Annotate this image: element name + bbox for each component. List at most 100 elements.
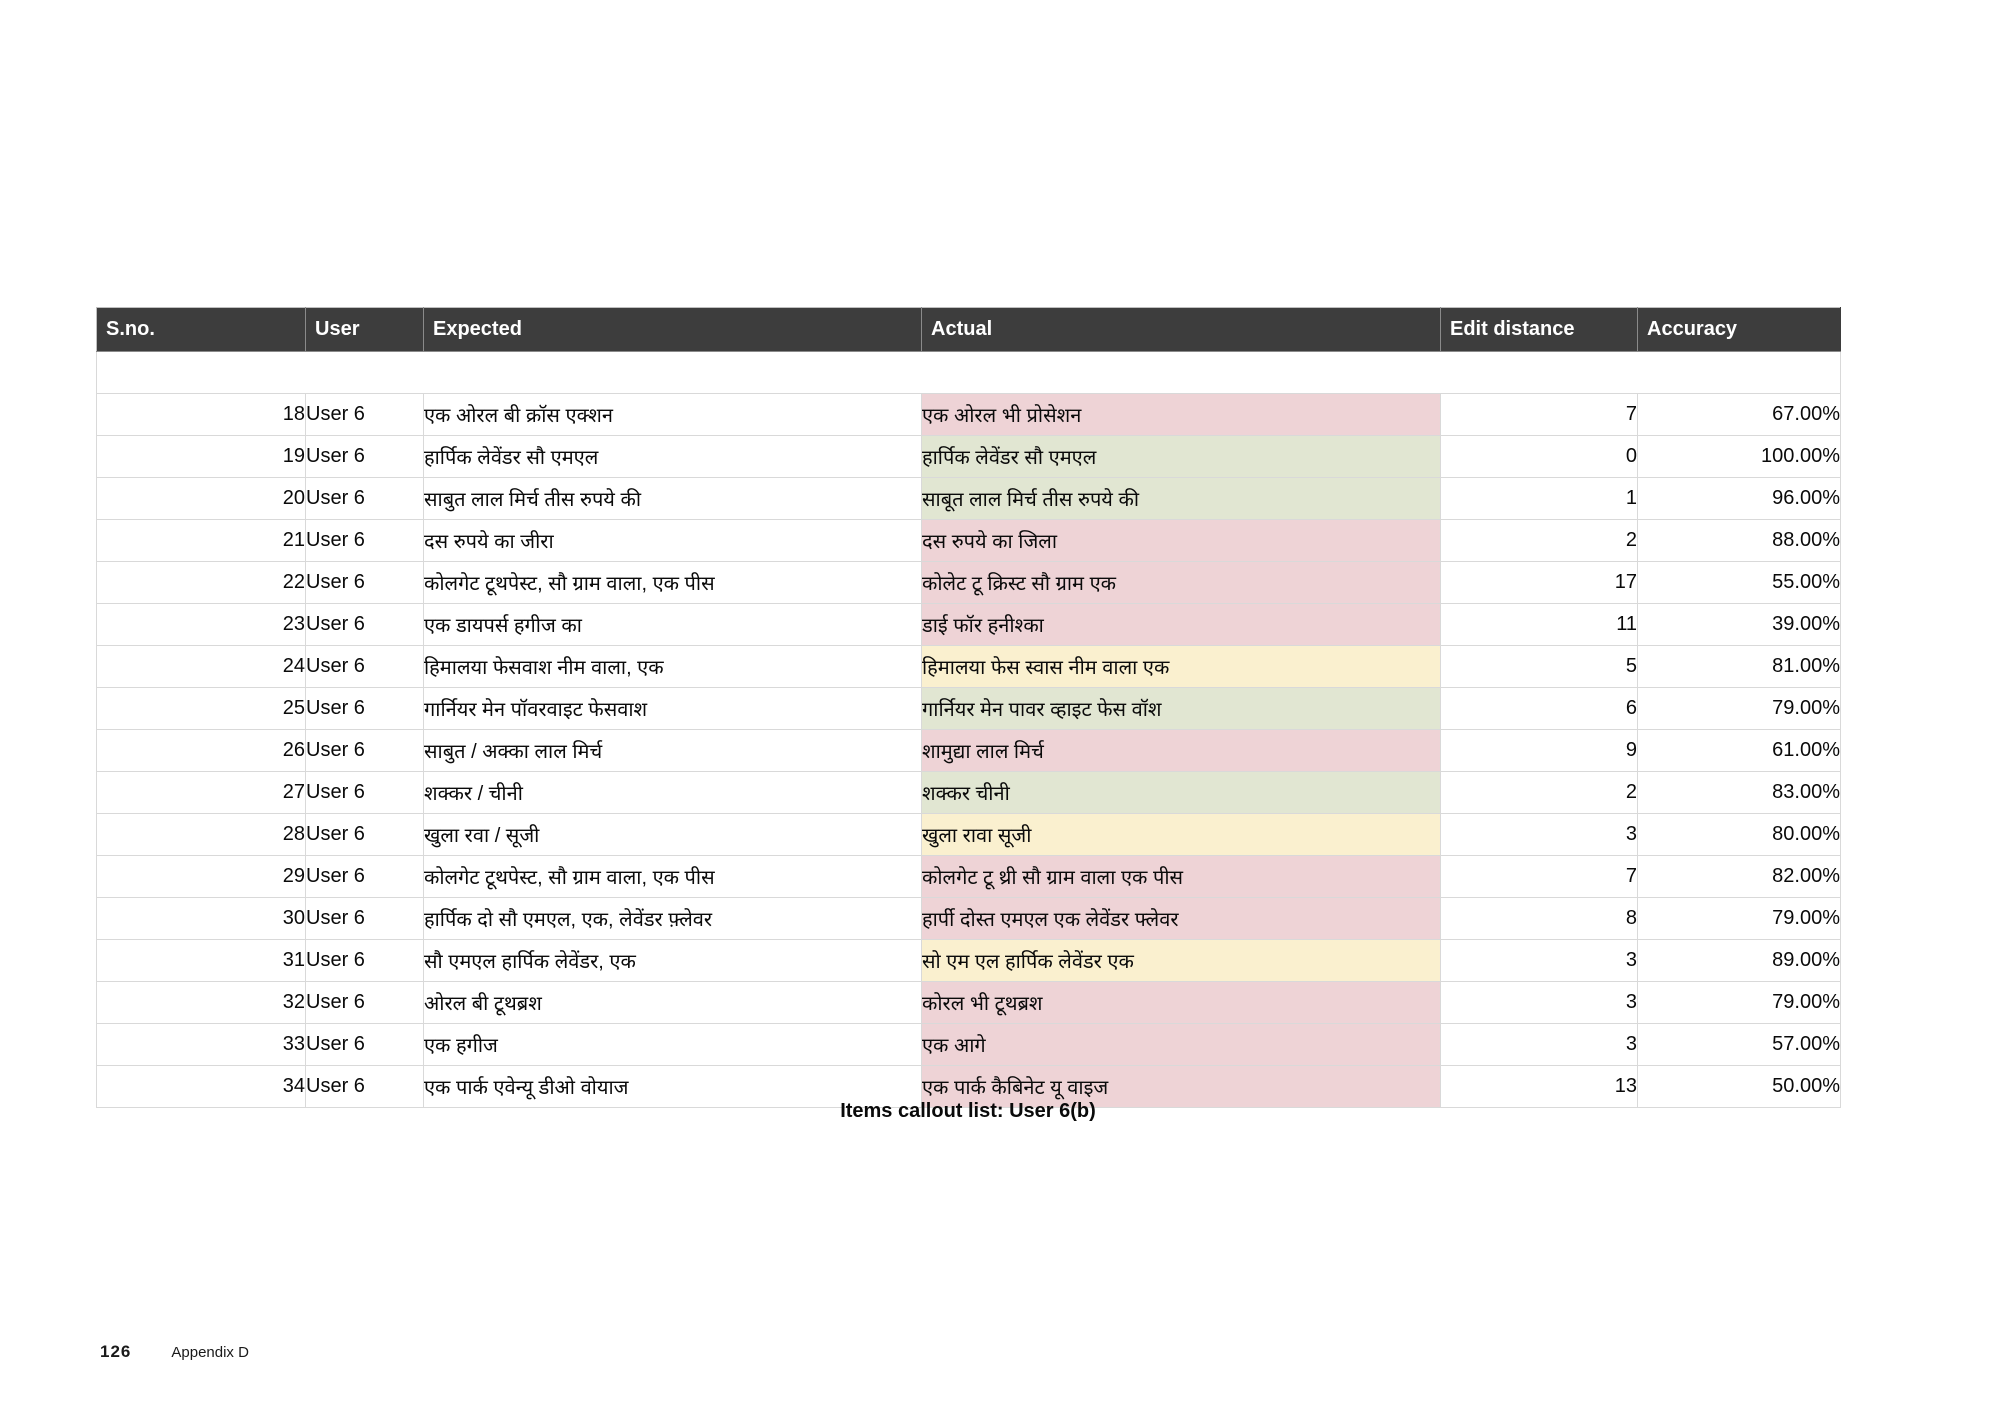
cell-actual: गार्नियर मेन पावर व्हाइट फेस वॉश: [921, 687, 1441, 730]
cell-expected: एक ओरल बी क्रॉस एक्शन: [423, 393, 922, 436]
cell-sno: 34: [96, 1065, 306, 1108]
cell-user: User 6: [305, 519, 424, 562]
cell-actual: शामुद्या लाल मिर्च: [921, 729, 1441, 772]
table-row: 23 User 6 एक डायपर्स हगीज का डाई फॉर हनी…: [96, 603, 1841, 646]
table-row: 19 User 6 हार्पिक लेवेंडर सौ एमएल हार्पि…: [96, 435, 1841, 478]
column-header-actual: Actual: [921, 307, 1441, 352]
frozen-row-divider-band: [96, 351, 1841, 394]
cell-accuracy: 88.00%: [1637, 519, 1841, 562]
cell-actual: शक्कर चीनी: [921, 771, 1441, 814]
column-header-sno: S.no.: [96, 307, 306, 352]
cell-expected: हार्पिक दो सौ एमएल, एक, लेवेंडर फ़्लेवर: [423, 897, 922, 940]
cell-user: User 6: [305, 687, 424, 730]
cell-user: User 6: [305, 1023, 424, 1066]
cell-sno: 25: [96, 687, 306, 730]
table-row: 34 User 6 एक पार्क एवेन्यू डीओ वोयाज एक …: [96, 1065, 1841, 1108]
cell-user: User 6: [305, 435, 424, 478]
table-row: 20 User 6 साबुत लाल मिर्च तीस रुपये की स…: [96, 477, 1841, 520]
cell-actual: हार्पिक लेवेंडर सौ एमएल: [921, 435, 1441, 478]
cell-sno: 28: [96, 813, 306, 856]
cell-expected: कोलगेट टूथपेस्ट, सौ ग्राम वाला, एक पीस: [423, 855, 922, 898]
cell-edit-distance: 7: [1440, 393, 1638, 436]
table-row: 22 User 6 कोलगेट टूथपेस्ट, सौ ग्राम वाला…: [96, 561, 1841, 604]
cell-edit-distance: 3: [1440, 1023, 1638, 1066]
table-row: 29 User 6 कोलगेट टूथपेस्ट, सौ ग्राम वाला…: [96, 855, 1841, 898]
table-row: 18 User 6 एक ओरल बी क्रॉस एक्शन एक ओरल भ…: [96, 393, 1841, 436]
column-header-edit-distance: Edit distance: [1440, 307, 1638, 352]
cell-accuracy: 39.00%: [1637, 603, 1841, 646]
cell-user: User 6: [305, 897, 424, 940]
cell-actual: कोलगेट टू थ्री सौ ग्राम वाला एक पीस: [921, 855, 1441, 898]
cell-expected: हार्पिक लेवेंडर सौ एमएल: [423, 435, 922, 478]
cell-user: User 6: [305, 393, 424, 436]
table-row: 32 User 6 ओरल बी टूथब्रश कोरल भी टूथब्रश…: [96, 981, 1841, 1024]
cell-edit-distance: 3: [1440, 939, 1638, 982]
cell-sno: 27: [96, 771, 306, 814]
cell-accuracy: 96.00%: [1637, 477, 1841, 520]
appendix-label: Appendix D: [171, 1344, 249, 1361]
table-body: 18 User 6 एक ओरल बी क्रॉस एक्शन एक ओरल भ…: [96, 393, 1841, 1108]
cell-user: User 6: [305, 561, 424, 604]
cell-accuracy: 82.00%: [1637, 855, 1841, 898]
cell-sno: 33: [96, 1023, 306, 1066]
cell-accuracy: 50.00%: [1637, 1065, 1841, 1108]
table-row: 26 User 6 साबुत / अक्का लाल मिर्च शामुद्…: [96, 729, 1841, 772]
cell-sno: 32: [96, 981, 306, 1024]
cell-sno: 29: [96, 855, 306, 898]
cell-sno: 23: [96, 603, 306, 646]
page-number: 126: [100, 1342, 132, 1361]
cell-sno: 20: [96, 477, 306, 520]
cell-edit-distance: 3: [1440, 813, 1638, 856]
cell-accuracy: 80.00%: [1637, 813, 1841, 856]
cell-actual: हिमालया फेस स्वास नीम वाला एक: [921, 645, 1441, 688]
cell-accuracy: 57.00%: [1637, 1023, 1841, 1066]
cell-edit-distance: 8: [1440, 897, 1638, 940]
cell-expected: एक पार्क एवेन्यू डीओ वोयाज: [423, 1065, 922, 1108]
table-row: 31 User 6 सौ एमएल हार्पिक लेवेंडर, एक सो…: [96, 939, 1841, 982]
cell-expected: खुला रवा / सूजी: [423, 813, 922, 856]
cell-edit-distance: 1: [1440, 477, 1638, 520]
cell-actual: एक आगे: [921, 1023, 1441, 1066]
cell-actual: एक ओरल भी प्रोसेशन: [921, 393, 1441, 436]
cell-user: User 6: [305, 939, 424, 982]
cell-edit-distance: 5: [1440, 645, 1638, 688]
cell-sno: 26: [96, 729, 306, 772]
cell-expected: दस रुपये का जीरा: [423, 519, 922, 562]
table-header-row: S.no. User Expected Actual Edit distance…: [96, 307, 1841, 352]
cell-actual: डाई फॉर हनीश्का: [921, 603, 1441, 646]
cell-actual: खुला रावा सूजी: [921, 813, 1441, 856]
cell-edit-distance: 2: [1440, 771, 1638, 814]
cell-sno: 18: [96, 393, 306, 436]
cell-user: User 6: [305, 813, 424, 856]
cell-user: User 6: [305, 603, 424, 646]
cell-accuracy: 79.00%: [1637, 981, 1841, 1024]
cell-expected: सौ एमएल हार्पिक लेवेंडर, एक: [423, 939, 922, 982]
cell-expected: गार्नियर मेन पॉवरवाइट फेसवाश: [423, 687, 922, 730]
results-table-container: S.no. User Expected Actual Edit distance…: [96, 307, 1841, 1108]
cell-edit-distance: 0: [1440, 435, 1638, 478]
cell-expected: हिमालया फेसवाश नीम वाला, एक: [423, 645, 922, 688]
cell-actual: कोलेट टू क्रिस्ट सौ ग्राम एक: [921, 561, 1441, 604]
cell-user: User 6: [305, 981, 424, 1024]
cell-expected: कोलगेट टूथपेस्ट, सौ ग्राम वाला, एक पीस: [423, 561, 922, 604]
cell-actual: दस रुपये का जिला: [921, 519, 1441, 562]
table-row: 30 User 6 हार्पिक दो सौ एमएल, एक, लेवेंड…: [96, 897, 1841, 940]
cell-edit-distance: 7: [1440, 855, 1638, 898]
cell-actual: साबूत लाल मिर्च तीस रुपये की: [921, 477, 1441, 520]
cell-expected: ओरल बी टूथब्रश: [423, 981, 922, 1024]
cell-sno: 24: [96, 645, 306, 688]
cell-accuracy: 61.00%: [1637, 729, 1841, 772]
table-row: 33 User 6 एक हगीज एक आगे 3 57.00%: [96, 1023, 1841, 1066]
page-footer: 126 Appendix D: [100, 1342, 249, 1364]
cell-edit-distance: 2: [1440, 519, 1638, 562]
column-header-user: User: [305, 307, 424, 352]
cell-expected: साबुत लाल मिर्च तीस रुपये की: [423, 477, 922, 520]
cell-sno: 19: [96, 435, 306, 478]
cell-sno: 21: [96, 519, 306, 562]
cell-expected: एक हगीज: [423, 1023, 922, 1066]
cell-edit-distance: 11: [1440, 603, 1638, 646]
cell-accuracy: 79.00%: [1637, 687, 1841, 730]
cell-accuracy: 79.00%: [1637, 897, 1841, 940]
cell-user: User 6: [305, 855, 424, 898]
